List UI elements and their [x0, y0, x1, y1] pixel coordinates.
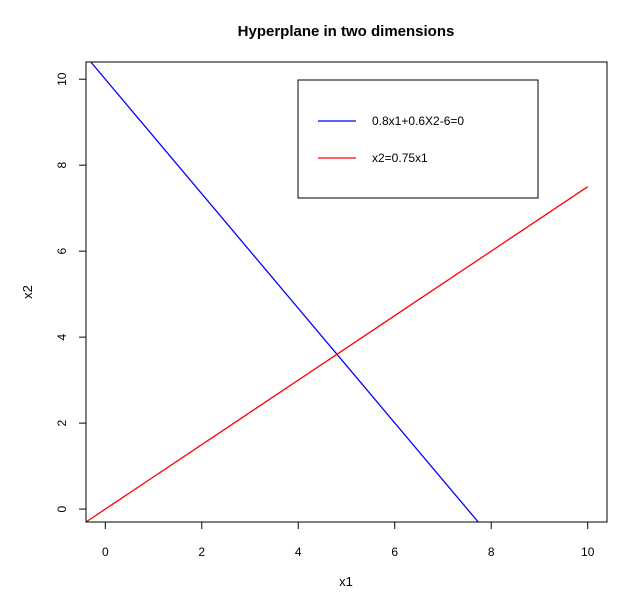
y-axis-label: x2	[20, 285, 35, 299]
x-tick-label: 0	[102, 545, 109, 559]
plot-lines	[85, 61, 589, 523]
y-tick-label: 2	[55, 419, 69, 426]
y-axis: 0 2 4 6 8 10	[55, 72, 87, 512]
x-axis: 0 2 4 6 8 10	[102, 521, 595, 559]
x-tick-label: 2	[198, 545, 205, 559]
x-tick-label: 10	[581, 545, 595, 559]
series-line-0	[90, 61, 479, 523]
x-tick-label: 4	[295, 545, 302, 559]
series-line-1	[85, 186, 589, 523]
chart-title: Hyperplane in two dimensions	[238, 23, 455, 40]
y-tick-label: 6	[55, 248, 69, 255]
legend: 0.8x1+0.6X2-6=0 x2=0.75x1	[297, 79, 539, 199]
y-tick-label: 8	[55, 162, 69, 169]
legend-box	[297, 79, 539, 199]
y-tick-label: 0	[55, 505, 69, 512]
y-tick-label: 10	[55, 72, 69, 86]
x-tick-label: 8	[488, 545, 495, 559]
legend-label-ratio-line: x2=0.75x1	[372, 151, 428, 165]
x-axis-label: x1	[339, 574, 353, 589]
x-tick-label: 6	[391, 545, 398, 559]
y-tick-label: 4	[55, 333, 69, 340]
legend-label-hyperplane: 0.8x1+0.6X2-6=0	[372, 114, 464, 128]
